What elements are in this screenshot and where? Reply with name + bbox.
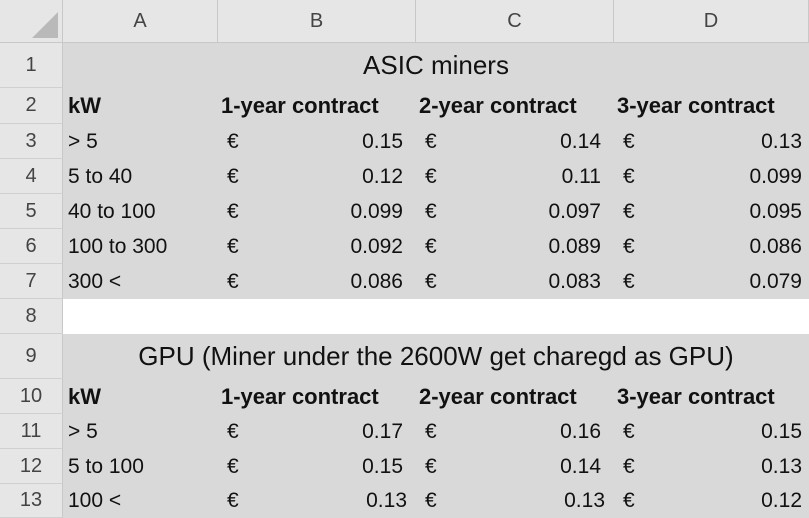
asic-kw-cell[interactable]: > 5 [68,129,98,153]
column-header-c[interactable]: C [416,0,614,43]
gpu-price-cell[interactable]: 0.16 [560,419,601,443]
asic-price-cell[interactable]: 0.11 [561,164,601,188]
currency-symbol: € [227,129,239,153]
asic-header-3year[interactable]: 3-year contract [617,93,775,118]
row-header-2[interactable]: 2 [0,88,63,124]
asic-price-cell[interactable]: 0.083 [548,269,601,293]
gpu-price-cell[interactable]: 0.13 [761,454,802,478]
asic-price-cell[interactable]: 0.12 [362,164,403,188]
gpu-price-cell[interactable]: 0.13 [564,489,605,512]
gpu-price-cell[interactable]: 0.13 [366,489,407,512]
asic-price-cell[interactable]: 0.13 [761,129,802,153]
row-header-13[interactable]: 13 [0,484,63,518]
asic-header-1year[interactable]: 1-year contract [221,93,379,118]
currency-symbol: € [227,269,239,293]
currency-symbol: € [425,269,437,293]
asic-price-cell[interactable]: 0.089 [548,234,601,258]
currency-symbol: € [425,129,437,153]
gpu-price-cell[interactable]: 0.14 [560,454,601,478]
gpu-kw-cell[interactable]: 100 < [68,489,122,512]
asic-price-cell[interactable]: 0.086 [350,269,403,293]
blank-row-8[interactable] [63,299,809,334]
gpu-header-kw[interactable]: kW [68,383,101,409]
gpu-price-cell[interactable]: 0.15 [761,419,802,443]
currency-symbol: € [425,454,437,478]
row-header-1[interactable]: 1 [0,43,63,88]
gpu-price-cell[interactable]: 0.15 [362,454,403,478]
currency-symbol: € [623,164,635,188]
gpu-header-1year[interactable]: 1-year contract [221,383,379,409]
currency-symbol: € [425,234,437,258]
currency-symbol: € [425,199,437,223]
asic-price-cell[interactable]: 0.095 [749,199,802,223]
gpu-header-3year[interactable]: 3-year contract [617,383,775,409]
currency-symbol: € [623,489,635,512]
currency-symbol: € [227,419,239,443]
column-header-a[interactable]: A [63,0,218,43]
asic-kw-cell[interactable]: 5 to 40 [68,164,133,188]
row-header-11[interactable]: 11 [0,414,63,449]
select-all-triangle-icon [32,12,58,38]
currency-symbol: € [425,489,437,512]
row-header-9[interactable]: 9 [0,334,63,379]
row-header-7[interactable]: 7 [0,264,63,299]
asic-price-cell[interactable]: 0.099 [350,199,403,223]
row-header-5[interactable]: 5 [0,194,63,229]
currency-symbol: € [227,164,239,188]
currency-symbol: € [623,199,635,223]
currency-symbol: € [227,489,239,512]
row-header-6[interactable]: 6 [0,229,63,264]
asic-price-cell[interactable]: 0.15 [362,129,403,153]
gpu-kw-cell[interactable]: > 5 [68,419,98,443]
currency-symbol: € [227,454,239,478]
asic-kw-cell[interactable]: 100 to 300 [68,234,168,258]
select-all-corner[interactable] [0,0,63,43]
currency-symbol: € [425,419,437,443]
gpu-kw-cell[interactable]: 5 to 100 [68,454,144,478]
currency-symbol: € [623,419,635,443]
row-header-3[interactable]: 3 [0,124,63,159]
gpu-section-fill [63,334,809,518]
currency-symbol: € [623,234,635,258]
asic-price-cell[interactable]: 0.079 [749,269,802,293]
asic-price-cell[interactable]: 0.14 [560,129,601,153]
asic-header-kw[interactable]: kW [68,93,101,118]
column-header-b[interactable]: B [218,0,416,43]
row-header-8[interactable]: 8 [0,299,63,334]
asic-kw-cell[interactable]: 40 to 100 [68,199,156,223]
asic-title-cell[interactable]: ASIC miners [363,50,509,80]
row-header-10[interactable]: 10 [0,379,63,414]
currency-symbol: € [227,199,239,223]
gpu-price-cell[interactable]: 0.12 [761,489,802,512]
column-header-d[interactable]: D [614,0,809,43]
currency-symbol: € [227,234,239,258]
gpu-header-2year[interactable]: 2-year contract [419,383,577,409]
asic-section-fill [63,43,809,299]
gpu-price-cell[interactable]: 0.17 [362,419,403,443]
asic-price-cell[interactable]: 0.092 [350,234,403,258]
asic-price-cell[interactable]: 0.097 [548,199,601,223]
row-header-12[interactable]: 12 [0,449,63,484]
row-header-4[interactable]: 4 [0,159,63,194]
asic-header-2year[interactable]: 2-year contract [419,93,577,118]
asic-price-cell[interactable]: 0.086 [749,234,802,258]
currency-symbol: € [425,164,437,188]
asic-kw-cell[interactable]: 300 < [68,269,122,293]
asic-price-cell[interactable]: 0.099 [749,164,802,188]
currency-symbol: € [623,454,635,478]
currency-symbol: € [623,129,635,153]
gpu-title-cell[interactable]: GPU (Miner under the 2600W get charegd a… [138,341,734,371]
currency-symbol: € [623,269,635,293]
